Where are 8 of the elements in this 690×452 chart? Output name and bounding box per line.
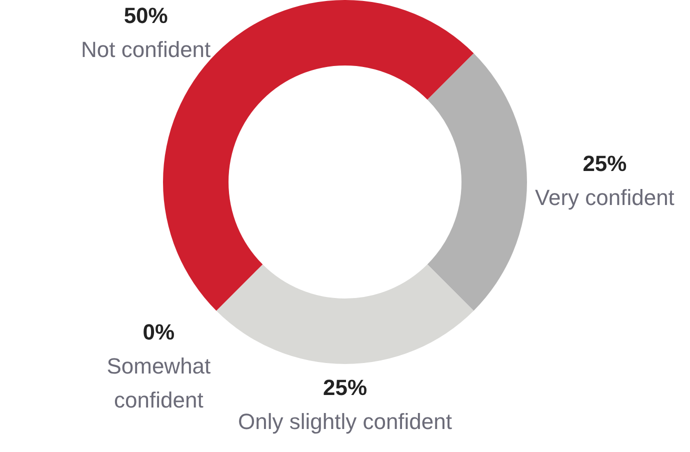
data-label: 50%: [124, 3, 168, 28]
slice-label: Very confident: [534, 185, 674, 210]
slice-label: Only slightly confident: [238, 409, 452, 434]
slice-label: Not confident: [81, 37, 211, 62]
data-label: 25%: [582, 151, 627, 176]
text: 0%: [142, 319, 175, 344]
data-label: 25%: [322, 375, 368, 400]
category-label: Somewhat confident: [106, 353, 211, 412]
